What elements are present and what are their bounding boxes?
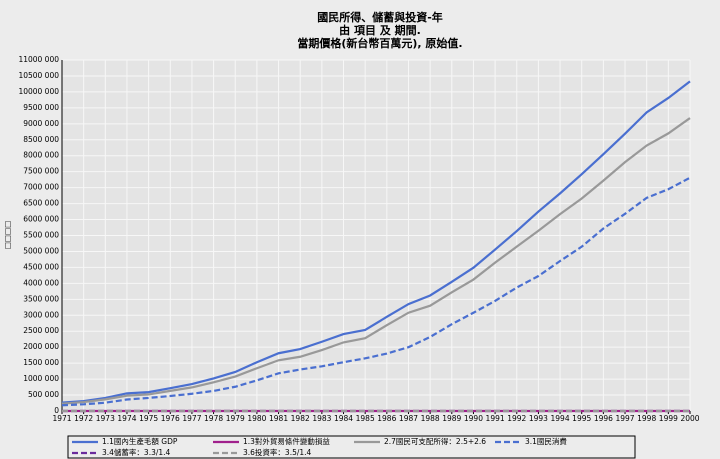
y-tick-label: 4000 000 (23, 278, 59, 287)
x-tick-label: 1993 (529, 414, 548, 423)
x-tick-label: 1986 (377, 414, 396, 423)
y-tick-label: 2000 000 (23, 342, 59, 351)
x-tick-label: 1997 (615, 414, 634, 423)
y-tick-label: 0 (54, 406, 59, 415)
x-tick-label: 1983 (312, 414, 331, 423)
chart-title: 國民所得、儲蓄與投資-年 (317, 10, 443, 24)
x-tick-label: 1977 (182, 414, 201, 423)
x-tick-label: 1990 (464, 414, 483, 423)
y-tick-label: 8000 000 (23, 151, 59, 160)
y-tick-label: 9500 000 (23, 103, 59, 112)
x-tick-label: 1980 (247, 414, 266, 423)
legend-label: 2.7國民可支配所得：2.5+2.6 (384, 436, 486, 446)
y-tick-label: 5000 000 (23, 246, 59, 255)
x-tick-label: 1985 (356, 414, 375, 423)
y-tick-label: 7500 000 (23, 167, 59, 176)
legend-label: 1.3對外貿易條件變動損益 (243, 436, 330, 446)
y-tick-label: 11000 000 (18, 55, 59, 64)
x-tick-label: 1989 (442, 414, 461, 423)
y-tick-label: 6000 000 (23, 215, 59, 224)
x-tick-label: 1991 (486, 414, 505, 423)
y-tick-label: 7000 000 (23, 183, 59, 192)
chart-subtitle: 當期價格(新台幣百萬元), 原始值. (297, 36, 462, 50)
y-tick-label: 500 000 (28, 390, 59, 399)
legend-label: 1.1國內生產毛額 GDP (102, 436, 178, 446)
x-tick-label: 1976 (161, 414, 180, 423)
y-tick-label: 5500 000 (23, 231, 59, 240)
chart-subtitle: 由 項目 及 期間. (339, 23, 421, 37)
x-tick-label: 1982 (291, 414, 310, 423)
y-tick-label: 2500 000 (23, 326, 59, 335)
x-tick-label: 1971 (52, 414, 71, 423)
legend-label: 3.6投資率：3.5/1.4 (243, 447, 312, 457)
legend-label: 3.1國民消費 (525, 436, 567, 446)
x-tick-label: 2000 (680, 414, 699, 423)
y-tick-label: 9000 000 (23, 119, 59, 128)
x-tick-label: 1978 (204, 414, 223, 423)
y-tick-label: 4500 000 (23, 262, 59, 271)
x-tick-label: 1984 (334, 414, 353, 423)
x-tick-label: 1987 (399, 414, 418, 423)
y-tick-label: 3000 000 (23, 310, 59, 319)
x-tick-label: 1988 (421, 414, 440, 423)
y-tick-label: 10500 000 (18, 71, 59, 80)
y-tick-label: 6500 000 (23, 199, 59, 208)
legend-label: 3.4儲蓄率：3.3/1.4 (102, 447, 171, 457)
y-tick-label: 3500 000 (23, 294, 59, 303)
x-tick-label: 1999 (659, 414, 678, 423)
series-line (61, 80, 691, 404)
y-tick-label: 10000 000 (18, 87, 59, 96)
x-tick-label: 1996 (594, 414, 613, 423)
x-tick-label: 1972 (74, 414, 93, 423)
legend-box (67, 435, 636, 459)
x-tick-label: 1975 (139, 414, 158, 423)
x-tick-label: 1995 (572, 414, 591, 423)
x-tick-label: 1981 (269, 414, 288, 423)
y-tick-label: 1000 000 (23, 374, 59, 383)
y-tick-label: 1500 000 (23, 358, 59, 367)
series-line (61, 176, 691, 407)
x-tick-label: 1992 (507, 414, 526, 423)
x-tick-label: 1998 (637, 414, 656, 423)
y-axis-label: □□□□ (3, 221, 12, 249)
x-tick-label: 1979 (226, 414, 245, 423)
x-tick-label: 1994 (551, 414, 570, 423)
x-tick-label: 1974 (117, 414, 136, 423)
series-line (61, 117, 691, 405)
y-tick-label: 8500 000 (23, 135, 59, 144)
x-tick-label: 1973 (96, 414, 115, 423)
